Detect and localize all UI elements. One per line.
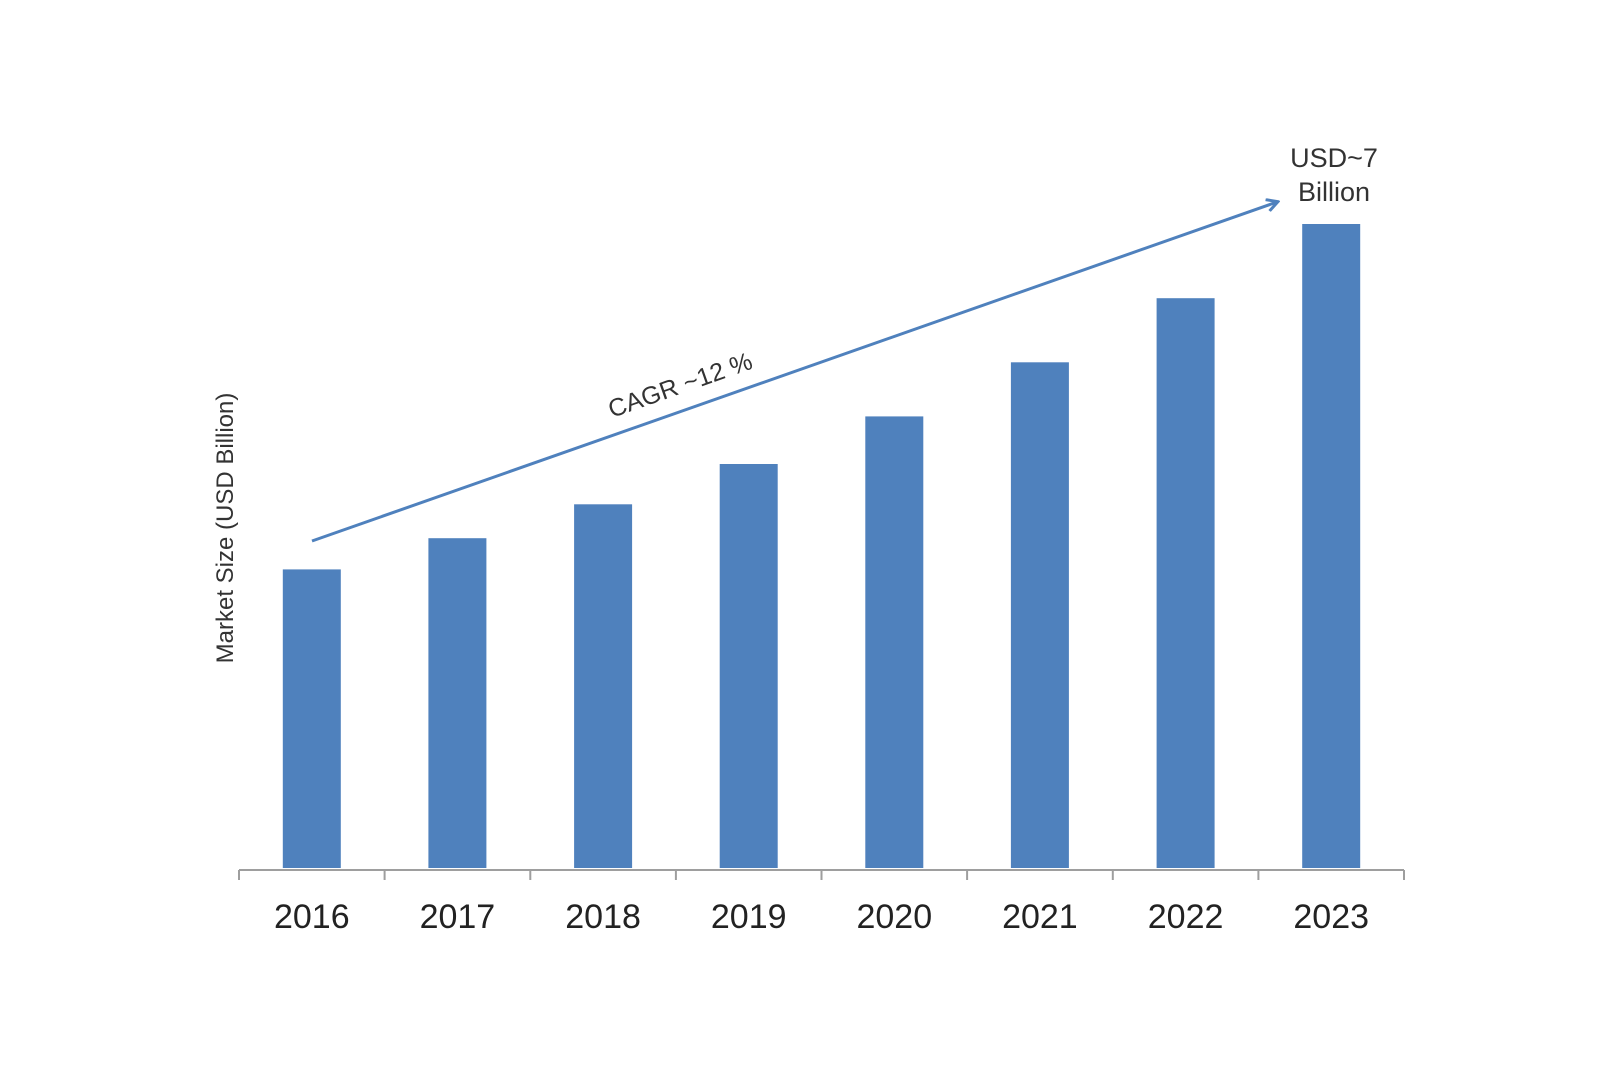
x-tick-label-2018: 2018 [565,898,641,936]
x-tick-label-2019: 2019 [711,898,787,936]
x-tick-label-2020: 2020 [856,898,932,936]
x-tick-label-2017: 2017 [420,898,496,936]
x-tick-label-2016: 2016 [274,898,350,936]
x-tick-label-2021: 2021 [1002,898,1078,936]
bar-2017 [428,538,487,868]
bar-2018 [574,504,633,868]
x-axis-ticks [238,870,1405,880]
x-tick-label-2023: 2023 [1293,898,1369,936]
bar-2019 [719,464,778,868]
cagr-arrow [311,202,1277,543]
end-value-annotation-line2: Billion [1298,177,1370,207]
bars-group [282,224,1361,868]
bar-2020 [865,416,924,868]
x-tick-label-2022: 2022 [1148,898,1224,936]
y-axis-title: Market Size (USD Billion) [212,393,239,664]
bar-2016 [282,569,341,868]
bar-2023 [1302,224,1361,868]
x-axis-labels: 2016 2017 2018 2019 2020 2021 2022 2023 [274,898,1369,936]
bar-2022 [1156,298,1215,868]
end-value-annotation-line1: USD~7 [1290,143,1378,173]
bar-2021 [1010,362,1069,868]
